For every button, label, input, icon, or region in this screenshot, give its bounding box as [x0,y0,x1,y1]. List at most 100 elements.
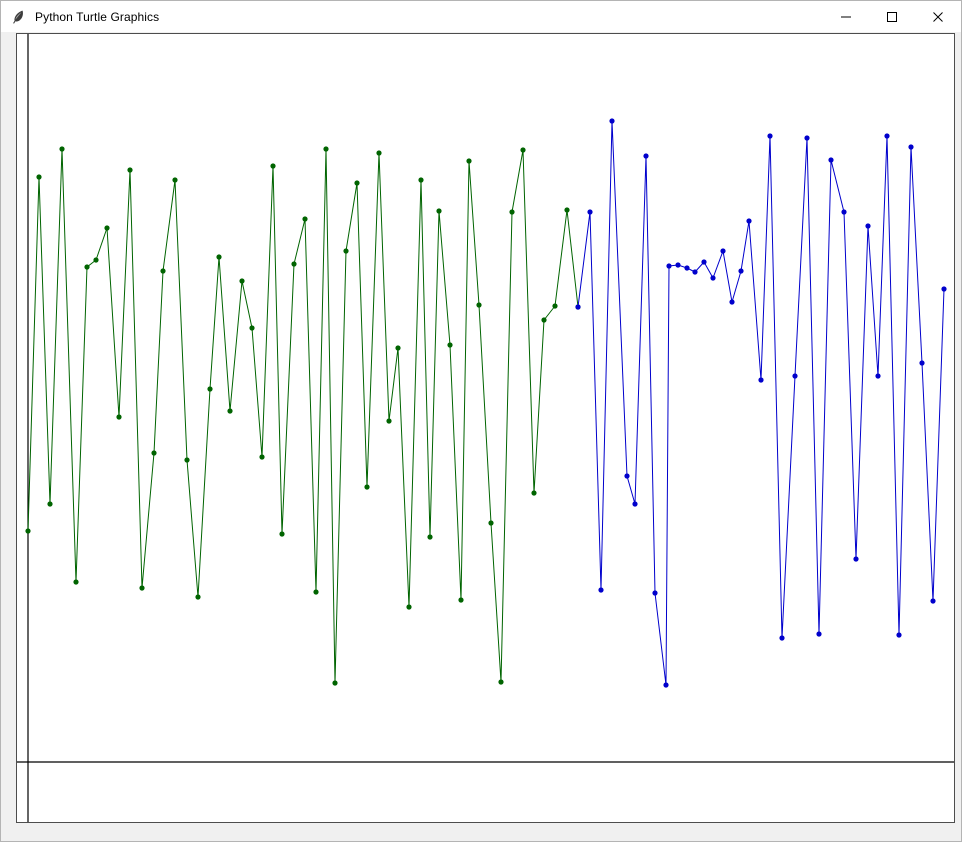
maximize-button[interactable] [869,1,915,32]
data-point [710,275,716,281]
data-point [93,257,99,263]
data-point [466,158,472,164]
data-point [643,153,649,159]
data-point [564,207,570,213]
data-point [376,150,382,156]
data-point [406,604,412,610]
data-point [738,268,744,274]
data-point [151,450,157,456]
data-point [59,146,65,152]
close-icon [933,11,943,22]
data-point [896,632,902,638]
data-point [598,587,604,593]
turtle-drawing-canvas[interactable] [17,34,954,822]
data-point [587,209,593,215]
data-point [624,473,630,479]
series-blue-markers [575,118,947,688]
data-point [427,534,433,540]
data-point [498,679,504,685]
data-point [207,386,213,392]
data-point [701,259,707,265]
data-point [418,177,424,183]
data-point [853,556,859,562]
window-titlebar[interactable]: Python Turtle Graphics [1,1,961,32]
minimize-button[interactable] [823,1,869,32]
data-point [458,597,464,603]
data-point [436,208,442,214]
data-point [195,594,201,600]
series-blue-line [577,120,945,686]
data-point [652,590,658,596]
data-point [386,418,392,424]
data-point [758,377,764,383]
data-point [919,360,925,366]
data-point [313,589,319,595]
data-point [73,579,79,585]
maximize-icon [887,11,897,22]
data-point [841,209,847,215]
python-feather-icon [13,10,23,24]
minimize-icon [841,16,851,17]
data-point [541,317,547,323]
data-point [746,218,752,224]
data-point [908,144,914,150]
data-point [930,598,936,604]
data-point [692,269,698,275]
data-point [249,325,255,331]
data-point [227,408,233,414]
data-point [865,223,871,229]
close-button[interactable] [915,1,961,32]
data-point [184,457,190,463]
data-point [332,680,338,686]
data-point [354,180,360,186]
data-point [767,133,773,139]
data-point [509,209,515,215]
window-bottom-strip [1,833,961,841]
series-green-line [27,148,579,684]
data-point [239,278,245,284]
data-point [36,174,42,180]
data-point [609,118,615,124]
canvas-frame [16,33,955,823]
data-point [476,302,482,308]
data-point [395,345,401,351]
data-point [323,146,329,152]
data-point [343,248,349,254]
data-point [684,265,690,271]
data-point [364,484,370,490]
data-point [172,177,178,183]
data-point [575,304,581,310]
data-point [632,501,638,507]
data-point [720,248,726,254]
data-point [875,373,881,379]
data-point [779,635,785,641]
data-point [302,216,308,222]
data-point [488,520,494,526]
data-point [675,262,681,268]
data-point [729,299,735,305]
data-point [279,531,285,537]
data-point [84,264,90,270]
data-point [47,501,53,507]
data-point [291,261,297,267]
data-point [663,682,669,688]
data-point [160,268,166,274]
data-point [804,135,810,141]
window-title: Python Turtle Graphics [35,9,160,24]
data-point [139,585,145,591]
data-point [447,342,453,348]
data-point [104,225,110,231]
data-point [828,157,834,163]
data-point [816,631,822,637]
data-point [116,414,122,420]
data-point [216,254,222,260]
data-point [552,303,558,309]
data-point [270,163,276,169]
data-point [666,263,672,269]
data-point [792,373,798,379]
data-point [884,133,890,139]
window-controls [823,1,961,32]
data-point [259,454,265,460]
data-point [941,286,947,292]
